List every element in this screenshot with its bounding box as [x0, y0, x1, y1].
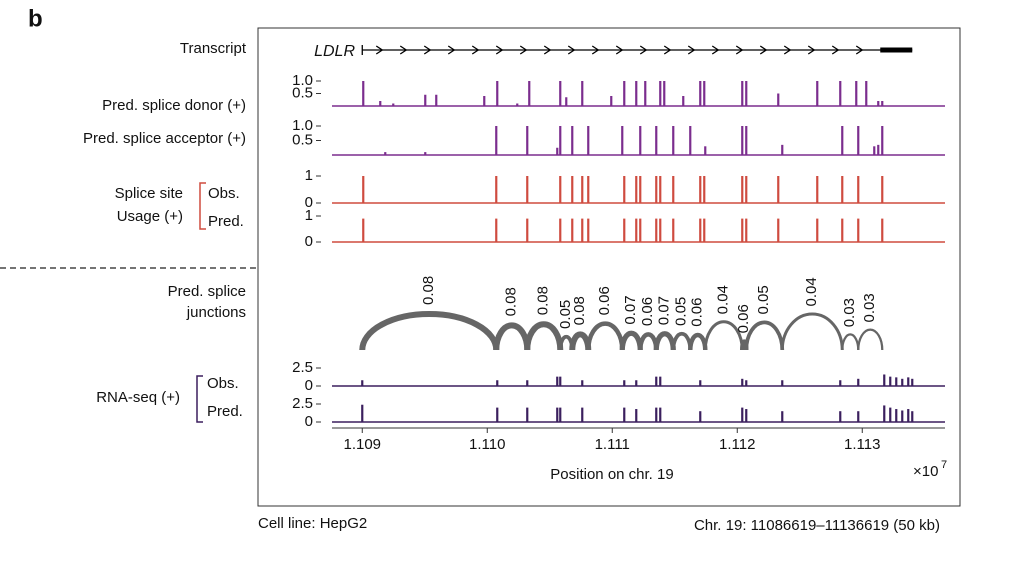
y-tick-label: 2.5	[292, 395, 313, 412]
strand-arrow	[447, 45, 456, 55]
junction-arc	[744, 320, 785, 351]
junction-arc	[493, 322, 531, 351]
y-tick-label: 1.0	[292, 72, 313, 89]
strand-arrow	[639, 45, 648, 55]
track-label: Pred.	[208, 213, 244, 230]
junction-arc	[780, 312, 844, 351]
junction-label: Pred. splice	[168, 283, 246, 300]
junction-value: 0.06	[639, 297, 656, 326]
junction-arc	[653, 331, 676, 351]
strand-arrow	[807, 45, 816, 55]
group-bracket	[199, 182, 206, 230]
y-tick-label: 0	[305, 413, 313, 430]
x-tick-label: 1.109	[343, 436, 381, 453]
junction-value: 0.06	[596, 286, 613, 315]
group-label: Splice site	[115, 185, 183, 202]
strand-arrow	[855, 45, 864, 55]
footer-right: Chr. 19: 11086619–11136619 (50 kb)	[694, 517, 940, 534]
junction-arc	[671, 331, 693, 351]
strand-arrow	[375, 45, 384, 55]
junction-arc	[619, 330, 643, 351]
y-tick-label: 1.0	[292, 117, 313, 134]
track-label: Pred.	[207, 403, 243, 420]
transcript-name: Transcript	[180, 40, 247, 57]
junction-arc	[688, 332, 708, 351]
group-label: RNA-seq (+)	[96, 389, 180, 406]
utr-block	[880, 47, 913, 53]
strand-arrow	[519, 45, 528, 55]
plot-frame	[257, 27, 961, 507]
junction-value: 0.05	[755, 285, 772, 314]
junction-value: 0.06	[735, 304, 752, 333]
track-label: Pred. splice acceptor (+)	[83, 130, 246, 147]
strand-arrow	[591, 45, 600, 55]
junction-arc	[524, 321, 564, 351]
strand-arrow	[687, 45, 696, 55]
group-label: Usage (+)	[117, 208, 183, 225]
track-label: Obs.	[208, 185, 240, 202]
strand-arrow	[567, 45, 576, 55]
junction-value: 0.08	[420, 276, 437, 305]
y-tick-label: 1	[305, 207, 313, 224]
strand-arrow	[423, 45, 432, 55]
y-tick-label: 0	[305, 377, 313, 394]
x-tick-label: 1.112	[719, 436, 755, 453]
strand-arrow	[831, 45, 840, 55]
strand-arrow	[399, 45, 408, 55]
y-tick-label: 1	[305, 167, 313, 184]
strand-arrow	[471, 45, 480, 55]
junction-arc	[586, 321, 625, 351]
strand-arrow	[735, 45, 744, 55]
junction-value: 0.04	[803, 277, 820, 306]
track-label: Pred. splice donor (+)	[102, 97, 246, 114]
x-tick-label: 1.110	[469, 436, 505, 453]
junction-label: junctions	[186, 304, 246, 321]
footer-left: Cell line: HepG2	[258, 515, 367, 532]
junction-arc	[703, 320, 744, 351]
junction-value: 0.03	[841, 298, 858, 327]
x-tick-label: 1.113	[844, 436, 880, 453]
junction-value: 0.07	[622, 295, 639, 324]
strand-arrow	[711, 45, 720, 55]
x-axis-title: Position on chr. 19	[550, 466, 673, 483]
gene-label: LDLR	[314, 43, 355, 60]
junction-value: 0.03	[861, 293, 878, 322]
junction-arc	[857, 328, 884, 351]
junction-value: 0.08	[571, 296, 588, 325]
junction-arc	[841, 333, 860, 351]
junction-value: 0.04	[715, 285, 732, 314]
panel-label: b	[28, 5, 43, 32]
strand-arrow	[615, 45, 624, 55]
y-tick-label: 2.5	[292, 359, 313, 376]
junction-arc	[569, 331, 592, 351]
x-offset-exponent: 7	[941, 459, 947, 471]
junction-value: 0.06	[689, 298, 706, 327]
group-bracket	[196, 375, 203, 423]
strand-arrow	[783, 45, 792, 55]
y-tick-label: 0.5	[292, 84, 313, 101]
y-tick-label: 0	[305, 194, 313, 211]
strand-arrow	[759, 45, 768, 55]
junction-value: 0.08	[535, 286, 552, 315]
strand-arrow	[663, 45, 672, 55]
junction-value: 0.08	[503, 287, 520, 316]
junction-arc	[359, 311, 500, 351]
y-tick-label: 0.5	[292, 131, 313, 148]
strand-arrow	[495, 45, 504, 55]
track-label: Obs.	[207, 375, 239, 392]
junction-value: 0.07	[656, 296, 673, 325]
junction-value: 0.05	[557, 300, 574, 329]
x-tick-label: 1.111	[595, 436, 630, 453]
strand-arrow	[543, 45, 552, 55]
y-tick-label: 0	[305, 233, 313, 250]
x-offset: ×10	[913, 463, 938, 480]
junction-value: 0.05	[673, 297, 690, 326]
